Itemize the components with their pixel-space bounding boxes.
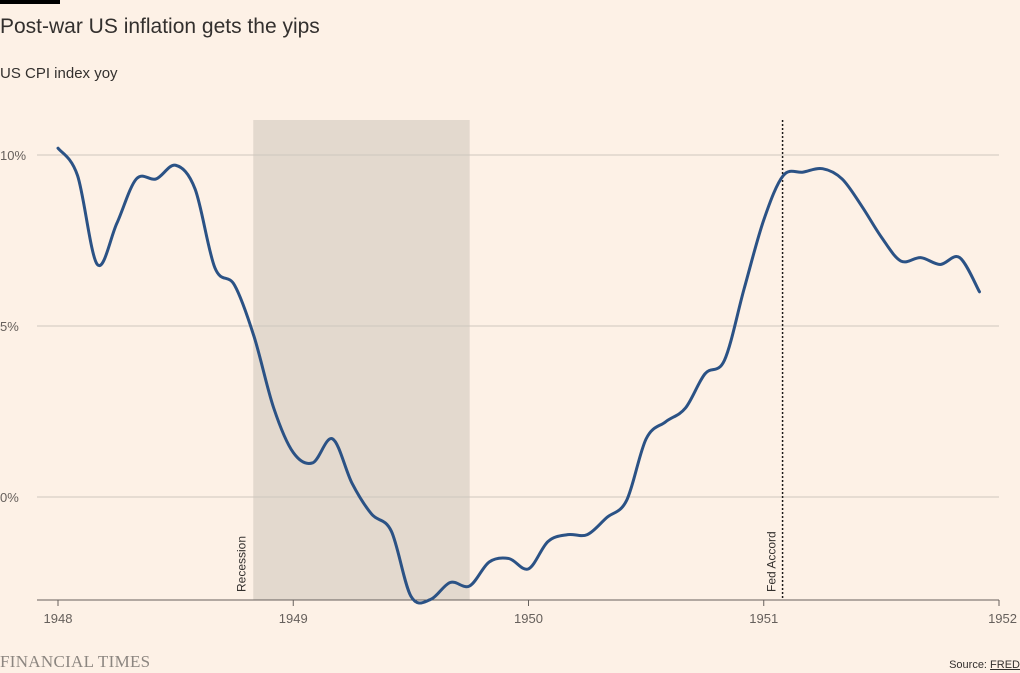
source-prefix: Source: bbox=[949, 659, 991, 671]
fed-accord-label: Fed Accord bbox=[765, 531, 779, 592]
annotation-labels: Recession Fed Accord bbox=[234, 531, 778, 592]
y-tick-label: 10% bbox=[0, 148, 26, 163]
x-tick-label: 1948 bbox=[44, 611, 73, 626]
x-tick-label: 1952 bbox=[988, 611, 1017, 626]
chart-subtitle: US CPI index yoy bbox=[0, 65, 118, 82]
source-note: Source: FRED bbox=[949, 659, 1020, 671]
x-tick-label: 1949 bbox=[279, 611, 308, 626]
x-axis-tick-labels: 1948 1949 1950 1951 1952 bbox=[44, 611, 1017, 626]
gridlines bbox=[37, 154, 999, 498]
x-tick-label: 1950 bbox=[514, 611, 543, 626]
cpi-yoy-line bbox=[56, 146, 981, 605]
recession-label: Recession bbox=[234, 536, 248, 592]
source-link[interactable]: FRED bbox=[990, 659, 1020, 671]
chart-title: Post-war US inflation gets the yips bbox=[0, 15, 320, 38]
x-axis bbox=[37, 599, 1000, 606]
x-tick-label: 1951 bbox=[749, 611, 778, 626]
y-tick-label: 0% bbox=[0, 490, 19, 505]
y-tick-label: 5% bbox=[0, 319, 19, 334]
ft-logo: FINANCIAL TIMES bbox=[0, 652, 151, 671]
y-axis-tick-labels: 10% 5% 0% bbox=[0, 148, 26, 505]
brand-bar bbox=[0, 0, 60, 4]
series-group bbox=[56, 146, 981, 605]
recession-shading-group bbox=[253, 120, 470, 600]
recession-shade bbox=[253, 120, 470, 600]
